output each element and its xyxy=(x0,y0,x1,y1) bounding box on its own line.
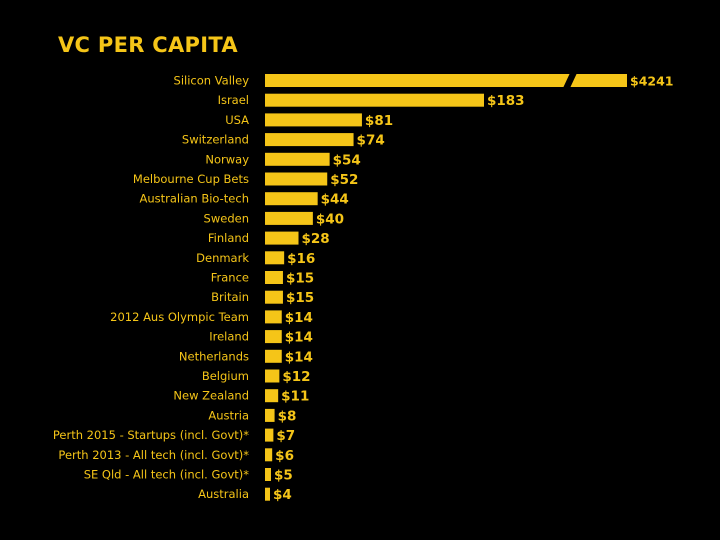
category-label: France xyxy=(211,271,249,285)
value-label: $14 xyxy=(285,330,313,346)
value-label: $183 xyxy=(487,93,525,109)
category-label: Britain xyxy=(211,290,249,304)
value-label: $15 xyxy=(286,271,314,287)
bar xyxy=(265,408,275,422)
category-label: Perth 2015 - Startups (incl. Govt)* xyxy=(53,428,249,442)
category-label: SE Qld - All tech (incl. Govt)* xyxy=(84,468,250,482)
category-label: Denmark xyxy=(196,251,249,265)
axis-break-marker xyxy=(563,73,577,88)
value-label: $8 xyxy=(278,408,297,424)
bar xyxy=(265,172,328,186)
category-label: Perth 2013 - All tech (incl. Govt)* xyxy=(58,448,249,462)
bar xyxy=(265,349,282,363)
value-label: $81 xyxy=(365,113,393,129)
category-label: Israel xyxy=(218,93,249,107)
bar xyxy=(265,487,270,501)
category-label: Melbourne Cup Bets xyxy=(133,172,249,186)
bar xyxy=(265,152,330,166)
value-label: $4241 xyxy=(630,74,674,89)
value-label: $5 xyxy=(274,468,293,484)
value-label: $11 xyxy=(281,389,309,405)
value-label: $14 xyxy=(285,349,313,365)
bar xyxy=(265,310,282,324)
category-label: Finland xyxy=(208,231,249,245)
bar xyxy=(265,468,271,481)
category-label: Belgium xyxy=(202,369,249,383)
bar xyxy=(265,448,273,462)
category-label: Austria xyxy=(208,408,249,422)
category-label: Sweden xyxy=(204,211,249,225)
bar xyxy=(265,113,362,127)
value-label: $74 xyxy=(357,133,385,149)
category-label: Ireland xyxy=(209,330,249,344)
value-label: $15 xyxy=(286,290,314,306)
bar xyxy=(265,231,299,245)
bar xyxy=(265,271,283,284)
value-label: $14 xyxy=(285,310,313,326)
category-label: Silicon Valley xyxy=(174,74,250,88)
category-label: 2012 Aus Olympic Team xyxy=(110,310,249,324)
category-label: Netherlands xyxy=(179,349,249,363)
value-label: $52 xyxy=(330,172,358,188)
bars-group: Silicon Valley $4241 Israel $183 USA $81 Switz… xyxy=(53,73,674,503)
value-label: $4 xyxy=(273,487,292,503)
bar xyxy=(265,211,313,225)
value-label: $12 xyxy=(282,369,310,385)
value-label: $7 xyxy=(276,428,295,444)
category-label: Switzerland xyxy=(182,133,249,147)
bar xyxy=(265,93,484,107)
bar xyxy=(265,428,274,442)
bar xyxy=(265,192,318,206)
category-label: Australian Bio-tech xyxy=(140,192,250,206)
bar xyxy=(265,369,280,383)
bar xyxy=(265,290,283,304)
category-label: USA xyxy=(225,113,249,127)
bar xyxy=(265,251,285,265)
category-label: Norway xyxy=(205,152,249,166)
category-label: New Zealand xyxy=(173,389,249,403)
value-label: $40 xyxy=(316,211,344,227)
chart-title: VC PER CAPITA xyxy=(58,33,238,57)
bar xyxy=(265,330,282,344)
bar xyxy=(265,74,627,87)
value-label: $16 xyxy=(287,251,315,267)
value-label: $6 xyxy=(275,448,294,464)
category-label: Australia xyxy=(198,487,249,501)
value-label: $54 xyxy=(333,152,361,168)
bar xyxy=(265,133,354,147)
value-label: $28 xyxy=(302,231,330,247)
bar xyxy=(265,389,279,403)
value-label: $44 xyxy=(321,192,349,208)
